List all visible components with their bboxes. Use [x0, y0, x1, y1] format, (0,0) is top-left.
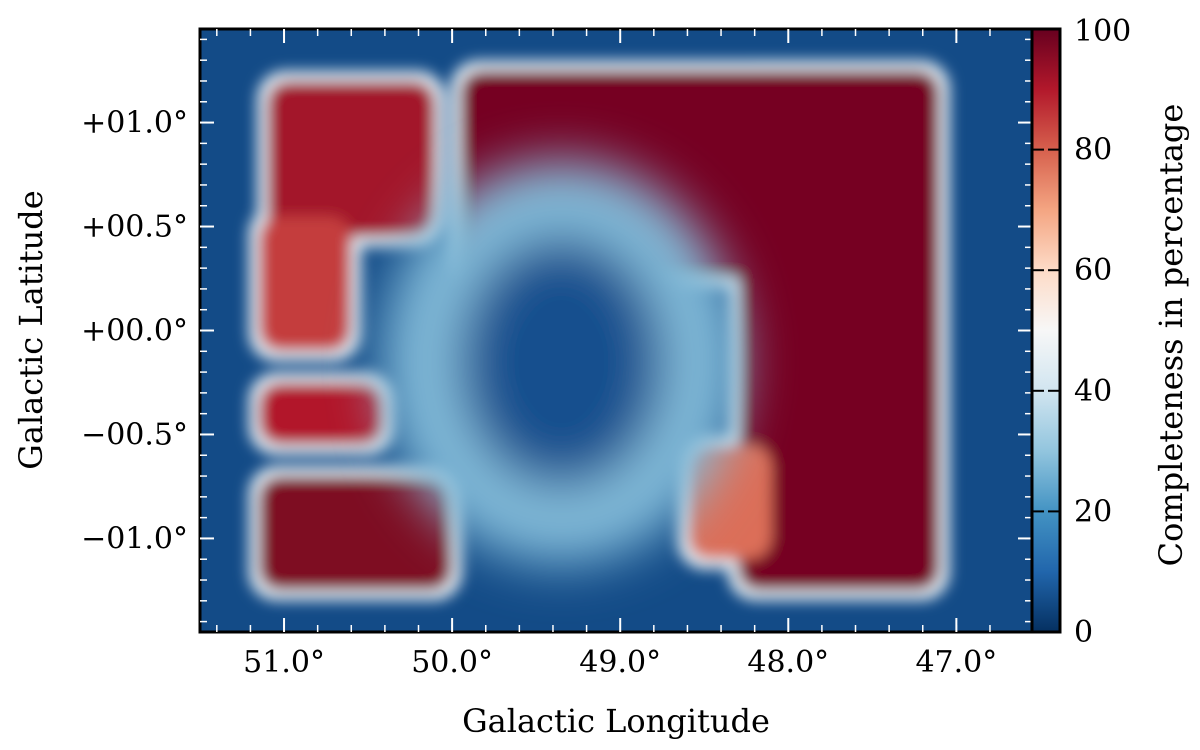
colorbar-tick-label: 100: [1074, 14, 1131, 49]
colorbar-label: Completeness in percentage: [1152, 104, 1190, 567]
colorbar-tick-label: 60: [1074, 253, 1112, 288]
map-region: [258, 216, 352, 352]
x-tick-label: 50.0°: [411, 645, 493, 680]
y-tick-label: −00.5°: [81, 417, 188, 452]
colorbar-tick-label: 80: [1074, 133, 1112, 168]
map-region: [267, 80, 436, 237]
colorbar-gradient: [1032, 29, 1060, 632]
colorbar-tick-label: 0: [1074, 615, 1093, 650]
map-region: [258, 382, 385, 445]
map-region: [737, 70, 940, 591]
colorbar-frame: [1030, 27, 1062, 634]
x-axis-label: Galactic Longitude: [462, 702, 770, 740]
y-tick-label: −01.0°: [81, 521, 188, 556]
y-axis-label: Galactic Latitude: [12, 190, 50, 469]
colorbar: 0 20 40 60 80 100: [1030, 14, 1131, 650]
y-tick-label: +00.0°: [81, 314, 188, 349]
x-tick-label: 51.0°: [243, 645, 325, 680]
x-tick-label: 48.0°: [747, 645, 829, 680]
map-region: [458, 235, 665, 488]
heatmap-plot: [200, 29, 1032, 632]
y-tick-label: +01.0°: [81, 106, 188, 141]
map-region: [258, 476, 453, 591]
x-axis: 51.0° 50.0° 49.0° 48.0° 47.0°: [216, 29, 997, 680]
x-tick-label: 47.0°: [915, 645, 997, 680]
x-tick-label: 49.0°: [579, 645, 661, 680]
colorbar-tick-label: 40: [1074, 374, 1112, 409]
y-tick-label: +00.5°: [81, 210, 188, 245]
colorbar-tick-label: 20: [1074, 494, 1112, 529]
